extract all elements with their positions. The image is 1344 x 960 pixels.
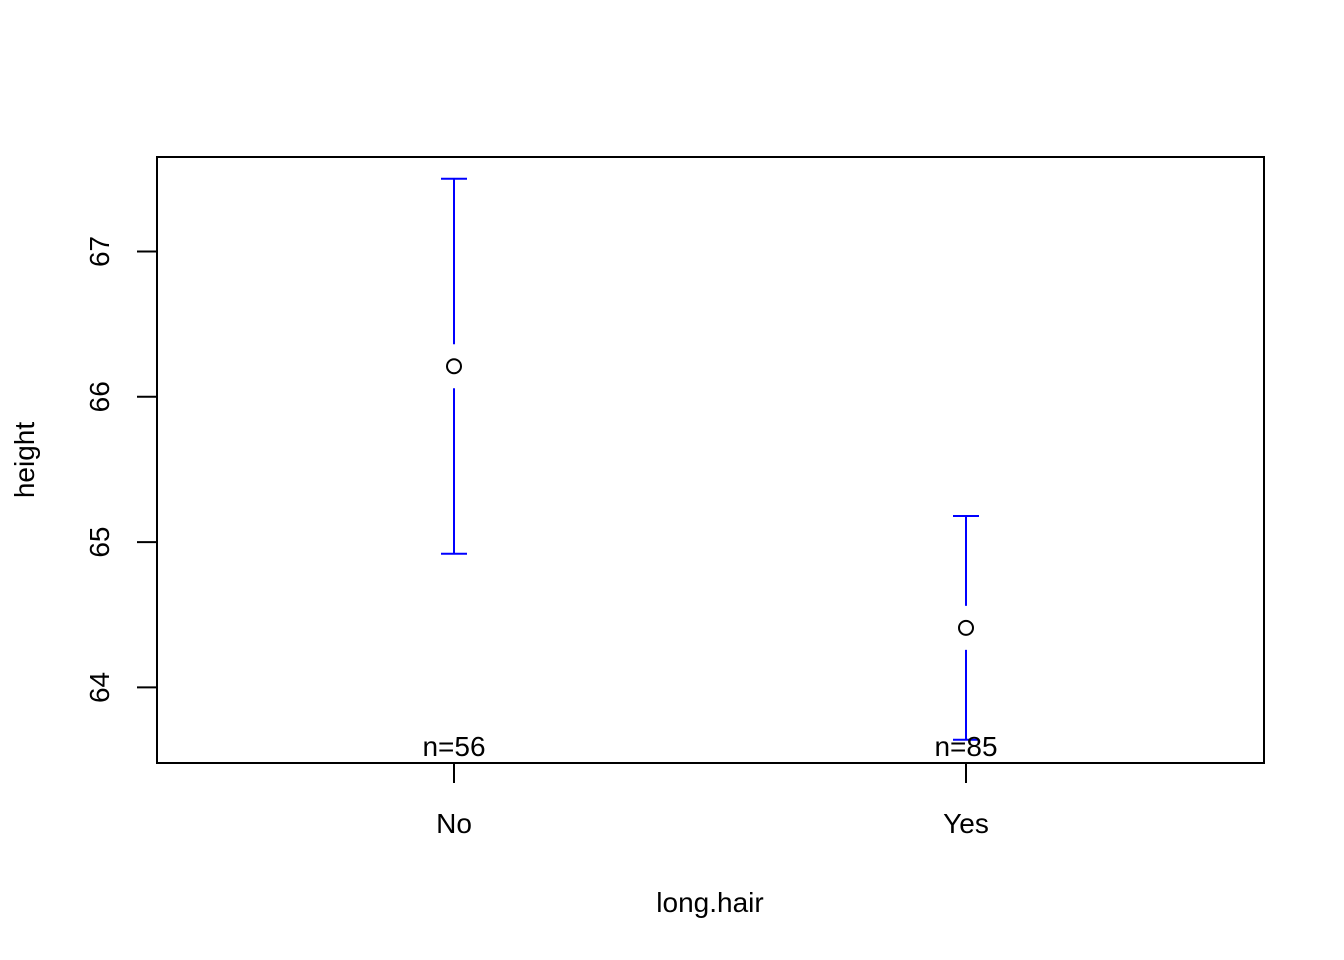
mean-point [958, 619, 974, 636]
y-tick-label: 65 [84, 527, 115, 558]
sample-size-labels: n=56 n=85 [422, 731, 997, 762]
mean-points [446, 358, 974, 636]
x-axis-label: long.hair [656, 887, 763, 918]
y-tick-label: 66 [84, 381, 115, 412]
y-axis: 64 65 66 67 [84, 236, 157, 703]
y-axis-label: height [9, 422, 40, 499]
x-axis: No Yes [436, 763, 989, 839]
x-tick-label: Yes [943, 808, 989, 839]
n-label: n=56 [422, 731, 485, 762]
error-bars [441, 177, 979, 741]
y-tick-label: 64 [84, 672, 115, 703]
n-label: n=85 [934, 731, 997, 762]
x-tick-label: No [436, 808, 472, 839]
plot-frame [156, 156, 1265, 764]
mean-point [446, 358, 462, 375]
y-tick-label: 67 [84, 236, 115, 267]
